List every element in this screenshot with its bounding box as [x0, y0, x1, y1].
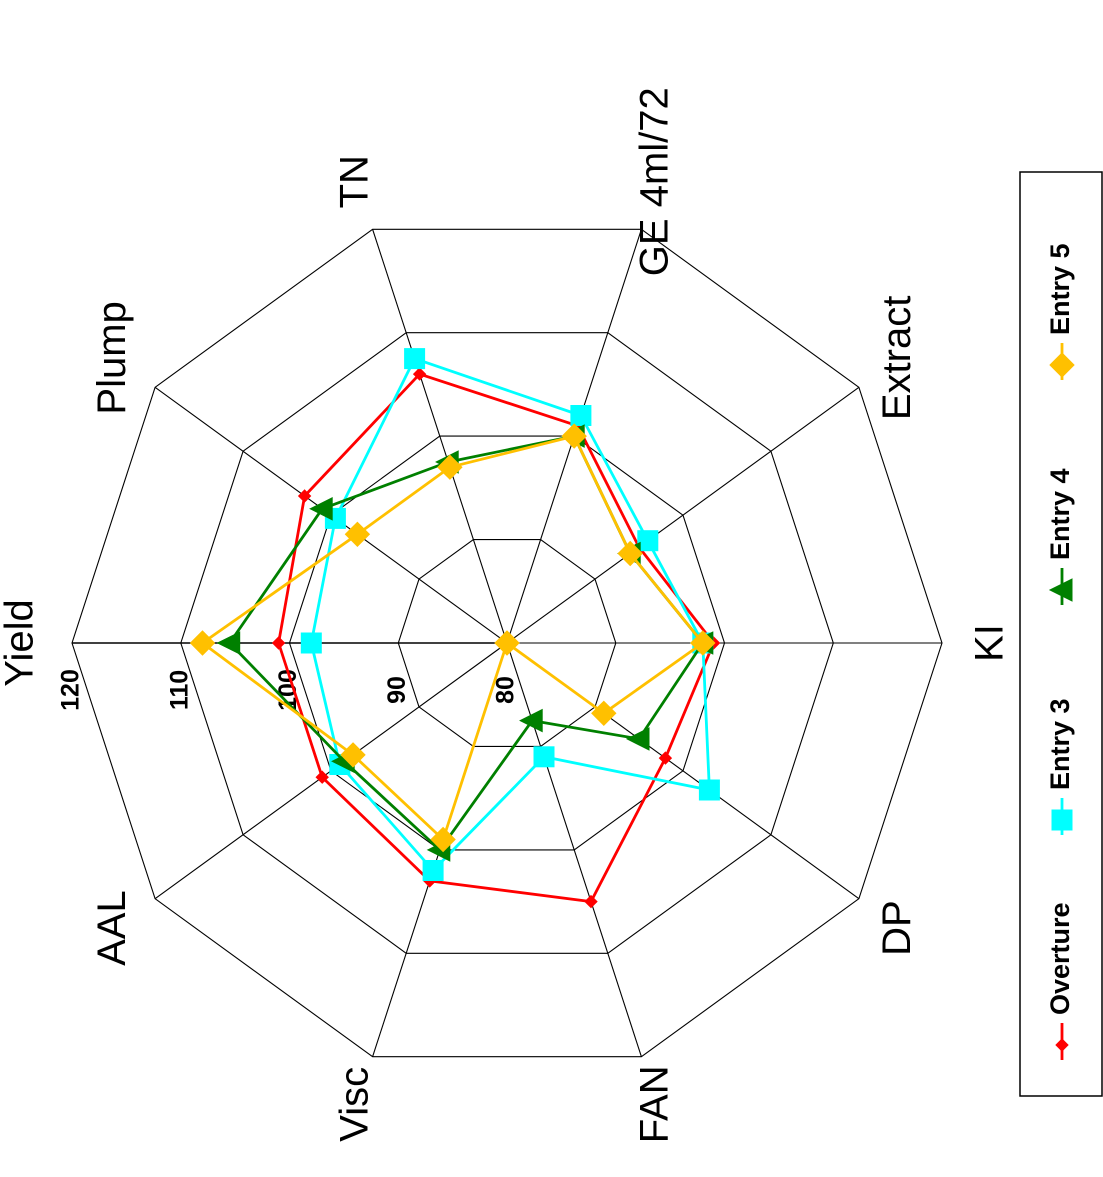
- legend-marker-entry-5: [1049, 352, 1075, 378]
- point-overture-plump: [297, 489, 312, 503]
- series-layer: [189, 348, 721, 909]
- axis-label-ki: KI: [968, 624, 1012, 662]
- point-entry-3-dp: [698, 779, 720, 801]
- legend-item-overture: Overture: [1045, 902, 1075, 1060]
- point-entry-5-yield: [189, 630, 216, 656]
- spoke-fan: [506, 642, 642, 1057]
- point-overture-tn: [412, 367, 427, 381]
- axis-label-tn: TN: [333, 155, 377, 208]
- point-entry-4-fan: [519, 708, 543, 733]
- point-entry-5-visc: [430, 826, 456, 853]
- axis-label-extract: Extract: [875, 296, 919, 420]
- axis-label-dp: DP: [875, 900, 919, 956]
- tick-label-90: 90: [383, 676, 411, 704]
- point-entry-3-yield: [300, 632, 322, 654]
- legend-item-entry-4: Entry 4: [1045, 468, 1075, 605]
- tick-label-120: 120: [57, 669, 85, 711]
- point-entry-3-visc: [422, 860, 444, 881]
- series-entry-3: [300, 348, 720, 881]
- point-entry-4-dp: [625, 727, 650, 751]
- point-entry-5-extract: [617, 540, 643, 567]
- point-overture-fan: [584, 894, 598, 909]
- legend-marker-entry-4: [1048, 578, 1073, 602]
- legend-item-entry-3: Entry 3: [1045, 698, 1075, 835]
- point-entry-3-fan: [533, 746, 555, 768]
- point-entry-5-plump: [344, 521, 371, 548]
- point-entry-5-tn: [437, 454, 463, 480]
- series-line-entry-3: [309, 357, 711, 872]
- point-entry-3-ge-4ml-72: [570, 405, 592, 426]
- tick-label-110: 110: [165, 670, 193, 710]
- point-entry-4-yield: [216, 631, 241, 655]
- tick-label-80: 80: [492, 676, 520, 704]
- spoke-tn: [372, 229, 508, 644]
- series-overture: [271, 367, 721, 909]
- spoke-extract: [506, 386, 860, 644]
- axis-label-fan: FAN: [632, 1065, 676, 1143]
- legend-label-entry-4: Entry 4: [1045, 468, 1075, 560]
- legend-marker-entry-3: [1051, 809, 1073, 831]
- point-entry-3-extract: [637, 530, 659, 552]
- point-overture-aal: [315, 770, 329, 784]
- point-entry-5-dp: [591, 700, 617, 727]
- legend-label-overture: Overture: [1045, 902, 1075, 1015]
- legend-item-entry-5: Entry 5: [1045, 243, 1075, 380]
- series-entry-5: [189, 423, 716, 853]
- point-entry-4-plump: [309, 496, 333, 521]
- legend-marker-overture: [1055, 1038, 1069, 1052]
- legend-label-entry-3: Entry 3: [1045, 698, 1075, 790]
- axis-label-yield: Yield: [0, 599, 42, 686]
- axis-labels: Yield Plump TN GE 4ml/72 Extract KI DP FAN Visc A…: [0, 87, 1012, 1143]
- point-entry-3-tn: [404, 348, 426, 370]
- point-overture-yield: [271, 636, 286, 650]
- point-overture-dp: [658, 751, 673, 765]
- point-entry-5-fan: [494, 630, 520, 656]
- legend-label-entry-5: Entry 5: [1045, 243, 1075, 335]
- axis-label-plump: Plump: [90, 301, 134, 414]
- axis-label-visc: Visc: [333, 1067, 377, 1142]
- legend: Overture Entry 3 Entry 4 Entry 5: [1019, 171, 1103, 1097]
- axis-label-ge-4ml-72: GE 4ml/72: [632, 87, 676, 276]
- axis-label-aal: AAL: [90, 890, 134, 966]
- point-entry-5-ge-4ml-72: [561, 423, 587, 449]
- point-entry-5-aal: [340, 742, 366, 768]
- point-entry-5-ki: [690, 630, 716, 656]
